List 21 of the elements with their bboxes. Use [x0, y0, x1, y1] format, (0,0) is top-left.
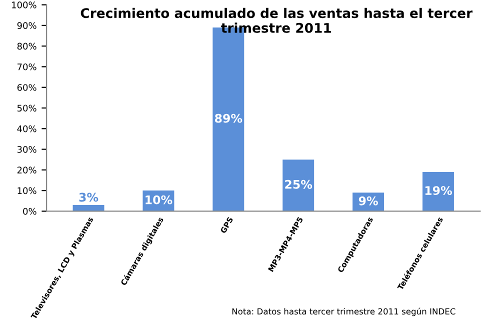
y-tick-label: 70% — [18, 63, 36, 70]
data-label: 3% — [79, 192, 98, 202]
y-tick-label: 60% — [17, 84, 36, 91]
data-label: 25% — [285, 180, 312, 189]
y-tick-label: 90% — [17, 22, 36, 29]
y-tick-label: 0% — [23, 208, 36, 215]
data-label: 9% — [358, 196, 378, 206]
bar — [282, 160, 314, 212]
y-tick-label: 30% — [17, 146, 36, 153]
y-tick-label: 40% — [17, 125, 36, 132]
y-tick-label: 20% — [17, 166, 36, 174]
data-label: 89% — [214, 114, 242, 123]
y-tick-label: 100% — [12, 2, 36, 8]
data-label: 19% — [425, 186, 452, 196]
y-tick-label: 50% — [17, 104, 36, 112]
y-tick-label: 80% — [17, 42, 36, 50]
data-label: 10% — [146, 195, 172, 204]
y-tick-label: 10% — [18, 187, 36, 194]
bar — [422, 172, 454, 212]
text: Crecimiento acumulado de las ventas hasta el tercer trimestre 2011 — [80, 8, 473, 33]
text: Nota: Datos hasta tercer trimestre 2011 según INDEC — [232, 308, 456, 316]
